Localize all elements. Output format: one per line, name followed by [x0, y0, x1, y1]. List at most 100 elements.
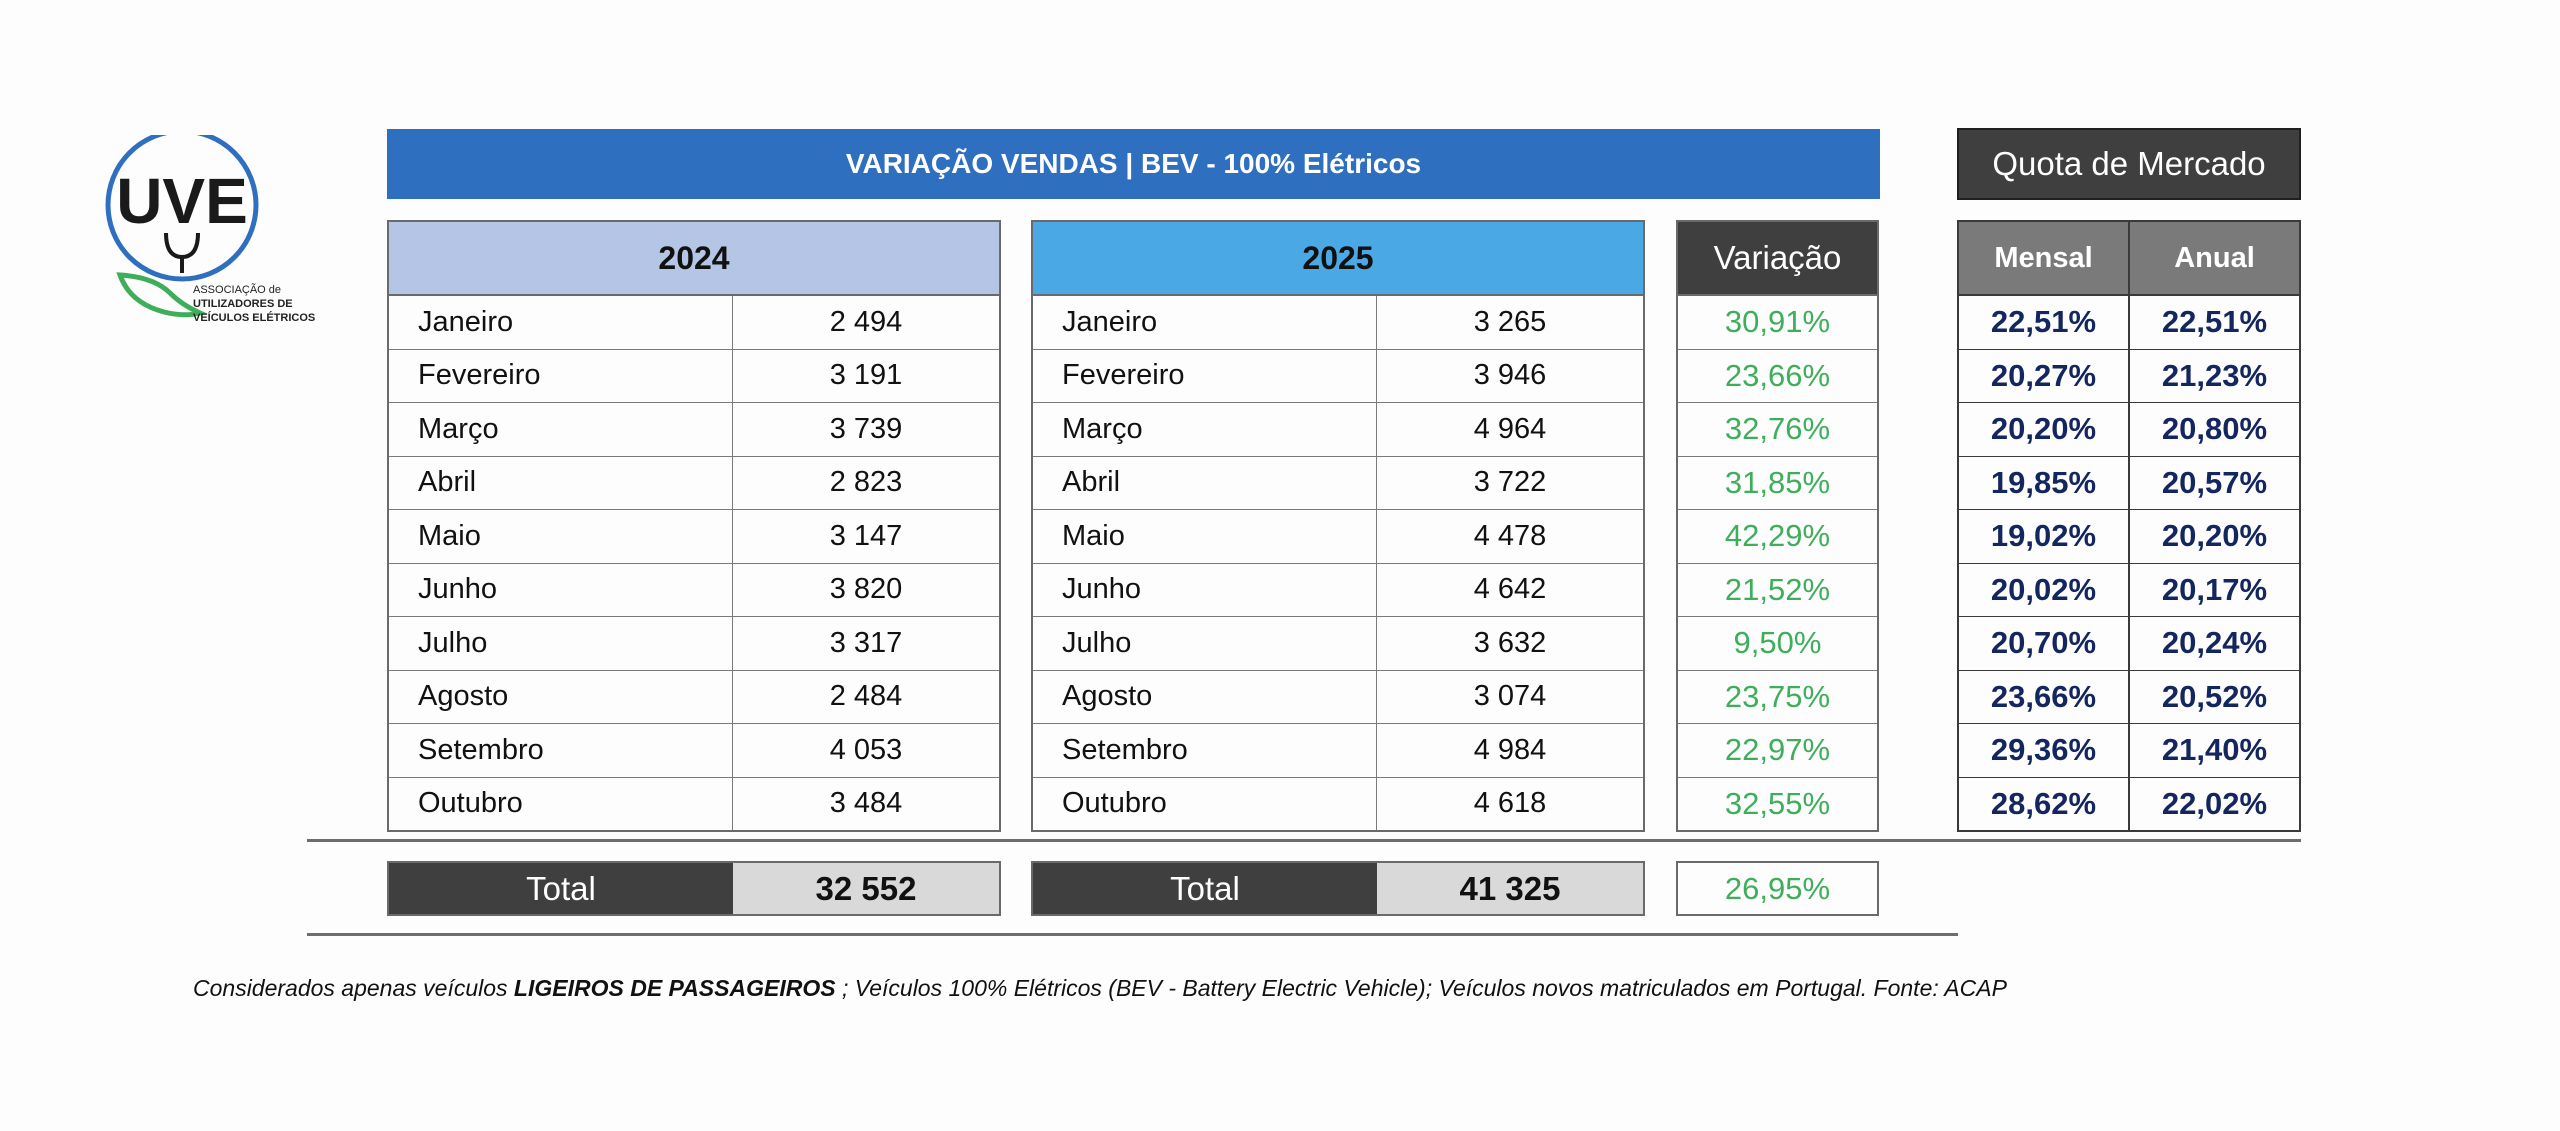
month-label: Julho — [1033, 617, 1377, 670]
table-row: 19,02% 20,20% — [1959, 510, 2299, 564]
annual-share: 21,40% — [2161, 732, 2268, 768]
month-label: Agosto — [1033, 670, 1377, 723]
sales-value: 2 494 — [829, 305, 903, 338]
variation-value: 30,91% — [1678, 296, 1877, 350]
table-row: Outubro 4 618 — [1033, 777, 1643, 830]
sales-value: 2 484 — [829, 680, 903, 713]
table-row: Maio 3 147 — [389, 510, 999, 564]
monthly-share: 20,02% — [1959, 563, 2130, 616]
table-row: 28,62% 22,02% — [1959, 777, 2299, 830]
sales-value: 3 946 — [1473, 359, 1547, 392]
divider-top — [307, 839, 2301, 842]
table-row: Março 4 964 — [1033, 403, 1643, 457]
month-label: Fevereiro — [1033, 349, 1377, 402]
variation-value: 21,52% — [1678, 564, 1877, 617]
table-row: 20,20% 20,80% — [1959, 403, 2299, 457]
table-2025: 2025 Janeiro 3 265 Fevereiro 3 946 Março 4 … — [1031, 220, 1645, 832]
footnote-suffix: ; Veículos 100% Elétricos (BEV - Battery… — [835, 975, 2007, 1001]
month-label: Junho — [389, 563, 733, 616]
table-row: Abril 3 722 — [1033, 456, 1643, 510]
sales-value: 3 484 — [829, 787, 903, 820]
month-label: Abril — [1033, 456, 1377, 509]
annual-share: 20,20% — [2161, 518, 2268, 554]
table-row: 20,02% 20,17% — [1959, 563, 2299, 617]
total-variation: 26,95% — [1676, 861, 1879, 916]
month-label: Março — [389, 403, 733, 456]
sales-value: 4 053 — [829, 733, 903, 766]
table-row: 29,36% 21,40% — [1959, 724, 2299, 778]
month-label: Fevereiro — [389, 349, 733, 402]
total-2024: Total 32 552 — [387, 861, 1001, 916]
table-row: Setembro 4 984 — [1033, 724, 1643, 778]
table-row: Outubro 3 484 — [389, 777, 999, 830]
month-label: Agosto — [389, 670, 733, 723]
variation-value: 42,29% — [1678, 510, 1877, 564]
sales-value: 4 984 — [1473, 733, 1547, 766]
monthly-share: 28,62% — [1959, 777, 2130, 830]
sales-value: 2 823 — [829, 466, 903, 499]
table-row: 20,70% 20,24% — [1959, 617, 2299, 671]
table-row: Abril 2 823 — [389, 456, 999, 510]
variation-value: 9,50% — [1678, 617, 1877, 671]
year-2025-header: 2025 — [1033, 222, 1643, 296]
total-value: 32 552 — [733, 863, 999, 914]
table-row: 20,27% 21,23% — [1959, 349, 2299, 403]
monthly-share: 22,51% — [1959, 296, 2130, 349]
sales-value: 3 147 — [829, 519, 903, 552]
divider-bottom — [307, 933, 1958, 936]
market-share-title: Quota de Mercado — [1957, 128, 2301, 200]
sales-value: 4 618 — [1473, 787, 1547, 820]
month-label: Janeiro — [389, 296, 733, 349]
sales-value: 3 722 — [1473, 466, 1547, 499]
table-row: Junho 3 820 — [389, 563, 999, 617]
uve-logo: UVE ASSOCIAÇÃO de UTILIZADORES DE VEÍCUL… — [100, 128, 315, 345]
month-label: Março — [1033, 403, 1377, 456]
logo-mark-text: UVE — [116, 165, 248, 237]
month-label: Setembro — [1033, 724, 1377, 777]
annual-share: 20,17% — [2161, 571, 2268, 607]
annual-share: 20,80% — [2161, 411, 2268, 447]
table-row: Agosto 2 484 — [389, 670, 999, 724]
variation-value: 31,85% — [1678, 457, 1877, 510]
month-label: Outubro — [1033, 777, 1377, 830]
monthly-share: 19,02% — [1959, 510, 2130, 563]
sales-value: 4 478 — [1473, 519, 1547, 552]
table-row: Fevereiro 3 946 — [1033, 349, 1643, 403]
table-row: Janeiro 3 265 — [1033, 296, 1643, 350]
monthly-share: 20,70% — [1959, 617, 2130, 670]
monthly-share: 19,85% — [1959, 456, 2130, 509]
monthly-share: 20,27% — [1959, 349, 2130, 402]
sales-value: 3 820 — [829, 573, 903, 606]
sales-value: 3 074 — [1473, 680, 1547, 713]
month-label: Julho — [389, 617, 733, 670]
monthly-column-header: Mensal — [1959, 222, 2130, 294]
table-row: Janeiro 2 494 — [389, 296, 999, 350]
month-label: Junho — [1033, 563, 1377, 616]
annual-share: 20,52% — [2161, 678, 2268, 714]
logo-line-2: UTILIZADORES DE — [193, 298, 293, 310]
sales-value: 3 739 — [829, 412, 903, 445]
month-label: Abril — [389, 456, 733, 509]
total-label: Total — [389, 863, 733, 914]
sales-variation-banner: VARIAÇÃO VENDAS | BEV - 100% Elétricos — [387, 129, 1880, 199]
table-row: 19,85% 20,57% — [1959, 456, 2299, 510]
market-share-table: Mensal Anual 22,51% 22,51% 20,27% 21,23% 2… — [1957, 220, 2301, 832]
monthly-share: 23,66% — [1959, 670, 2130, 723]
sales-value: 3 632 — [1473, 626, 1547, 659]
variation-value: 32,76% — [1678, 403, 1877, 457]
variation-header: Variação — [1678, 222, 1877, 296]
table-row: Março 3 739 — [389, 403, 999, 457]
annual-share: 22,02% — [2161, 785, 2268, 821]
table-row: Junho 4 642 — [1033, 563, 1643, 617]
annual-share: 20,57% — [2161, 464, 2268, 500]
logo-line-3: VEÍCULOS ELÉTRICOS — [193, 311, 315, 324]
table-2024: 2024 Janeiro 2 494 Fevereiro 3 191 Março 3 … — [387, 220, 1001, 832]
table-row: 22,51% 22,51% — [1959, 296, 2299, 350]
sales-value: 3 265 — [1473, 305, 1547, 338]
sales-value: 4 642 — [1473, 573, 1547, 606]
variation-value: 32,55% — [1724, 785, 1831, 821]
sales-value: 3 191 — [829, 359, 903, 392]
month-label: Outubro — [389, 777, 733, 830]
uve-logo-mark: UVE ASSOCIAÇÃO de UTILIZADORES DE VEÍCUL… — [105, 128, 315, 324]
variation-value: 22,97% — [1678, 724, 1877, 778]
